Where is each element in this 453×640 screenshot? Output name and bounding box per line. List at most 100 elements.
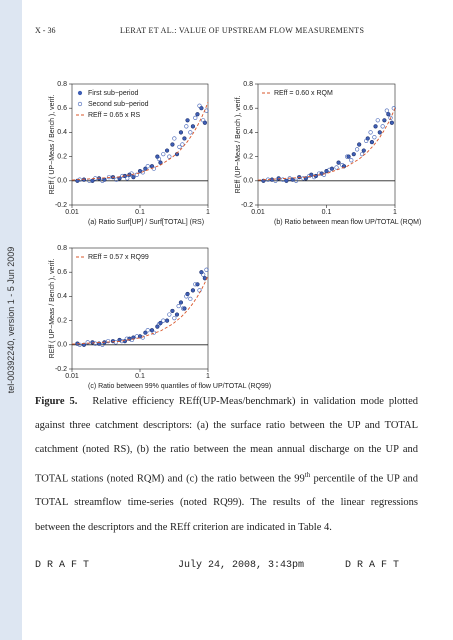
point — [373, 124, 378, 129]
side-strip: tel-00392240, version 1 - 5 Jun 2009 — [0, 0, 22, 640]
point — [93, 341, 98, 346]
point — [100, 178, 105, 183]
point — [359, 152, 365, 157]
point — [182, 136, 187, 141]
point — [294, 178, 299, 183]
point — [151, 330, 156, 335]
y-tick-label: 0.2 — [243, 153, 253, 160]
caption-label: Figure 5. — [35, 396, 78, 407]
point — [182, 306, 187, 311]
point — [185, 118, 190, 123]
point — [340, 162, 345, 168]
point — [199, 106, 204, 111]
point — [164, 148, 170, 153]
x-axis-label: (a) Ratio Surf[UP] / Surf[TOTAL] (RS) — [88, 219, 204, 226]
point — [355, 147, 360, 152]
point — [193, 282, 198, 287]
point — [140, 335, 145, 340]
page-number: X - 36 — [35, 26, 56, 35]
point — [167, 312, 172, 317]
point — [190, 124, 196, 129]
point — [167, 154, 172, 159]
point — [201, 272, 206, 277]
point — [172, 136, 177, 141]
point — [334, 165, 339, 170]
point — [351, 152, 356, 157]
point — [156, 322, 162, 327]
point — [188, 296, 193, 301]
point — [170, 142, 175, 147]
point — [284, 178, 289, 183]
point — [375, 118, 380, 123]
x-tick-label: 0.01 — [251, 209, 265, 216]
point — [201, 118, 206, 123]
point — [164, 318, 170, 323]
point — [384, 108, 389, 113]
point — [345, 154, 350, 159]
point — [361, 148, 366, 153]
point — [178, 130, 184, 135]
point — [382, 118, 387, 123]
x-tick-label: 0.01 — [65, 373, 79, 380]
point — [307, 173, 312, 179]
point — [369, 139, 374, 145]
point — [287, 176, 292, 181]
point — [193, 115, 198, 120]
point — [357, 142, 362, 147]
point — [143, 330, 148, 335]
caption: Figure 5. Relative efficiency REff(UP-Me… — [35, 390, 418, 540]
y-tick-label: 0.0 — [243, 178, 253, 185]
point — [145, 328, 150, 333]
point — [125, 176, 130, 181]
x-tick-label: 1 — [206, 373, 210, 380]
legend-label: REff = 0.57 x RQ99 — [88, 254, 149, 261]
caption-text: Relative efficiency REff(UP-Meas/benchma… — [35, 396, 419, 485]
y-tick-label: 0.8 — [243, 81, 253, 88]
point — [197, 103, 202, 108]
x-tick-label: 1 — [206, 209, 210, 216]
point — [100, 342, 105, 347]
point — [119, 339, 124, 344]
point — [170, 308, 175, 314]
point — [368, 130, 373, 135]
point — [349, 158, 354, 163]
point — [180, 142, 185, 147]
point — [106, 339, 111, 344]
point — [143, 166, 148, 171]
point — [161, 318, 166, 323]
footer-right: D R A F T — [345, 560, 400, 571]
point — [113, 340, 118, 345]
legend-label: REff = 0.65 x RS — [88, 112, 141, 119]
y-tick-label: 0.0 — [57, 178, 67, 185]
point — [204, 267, 209, 272]
y-axis-label: REff (UP−Meas / Bench ), verif. — [235, 96, 242, 194]
plot-frame — [71, 247, 209, 370]
point — [380, 124, 385, 129]
y-tick-label: 0.8 — [57, 81, 67, 88]
regression-line — [71, 101, 209, 181]
point — [372, 135, 377, 140]
point — [129, 337, 134, 343]
x-tick-label: 0.1 — [135, 373, 145, 380]
y-tick-label: 0.4 — [57, 129, 67, 136]
y-tick-label: 0.2 — [57, 153, 67, 160]
point — [176, 303, 181, 309]
point — [386, 112, 391, 117]
point — [129, 171, 134, 176]
x-tick-label: 1 — [393, 209, 397, 216]
point — [134, 172, 139, 177]
point — [199, 270, 204, 275]
y-tick-label: -0.2 — [241, 202, 253, 209]
point — [377, 130, 382, 135]
figure: -0.20.00.20.40.60.80.01 0.1 1(a) Ratio Sur… — [49, 81, 421, 390]
point — [389, 120, 394, 125]
legend-swatch — [77, 101, 83, 107]
y-tick-label: -0.2 — [55, 366, 67, 373]
point — [336, 160, 341, 165]
footer-date: July 24, 2008, 3:43pm — [178, 560, 305, 571]
point — [158, 160, 163, 165]
x-tick-label: 0.01 — [65, 209, 79, 216]
y-axis-label: REff ( UP−Meas / Bench ), verif. — [49, 95, 56, 195]
legend-label: First sub−period — [88, 90, 138, 97]
